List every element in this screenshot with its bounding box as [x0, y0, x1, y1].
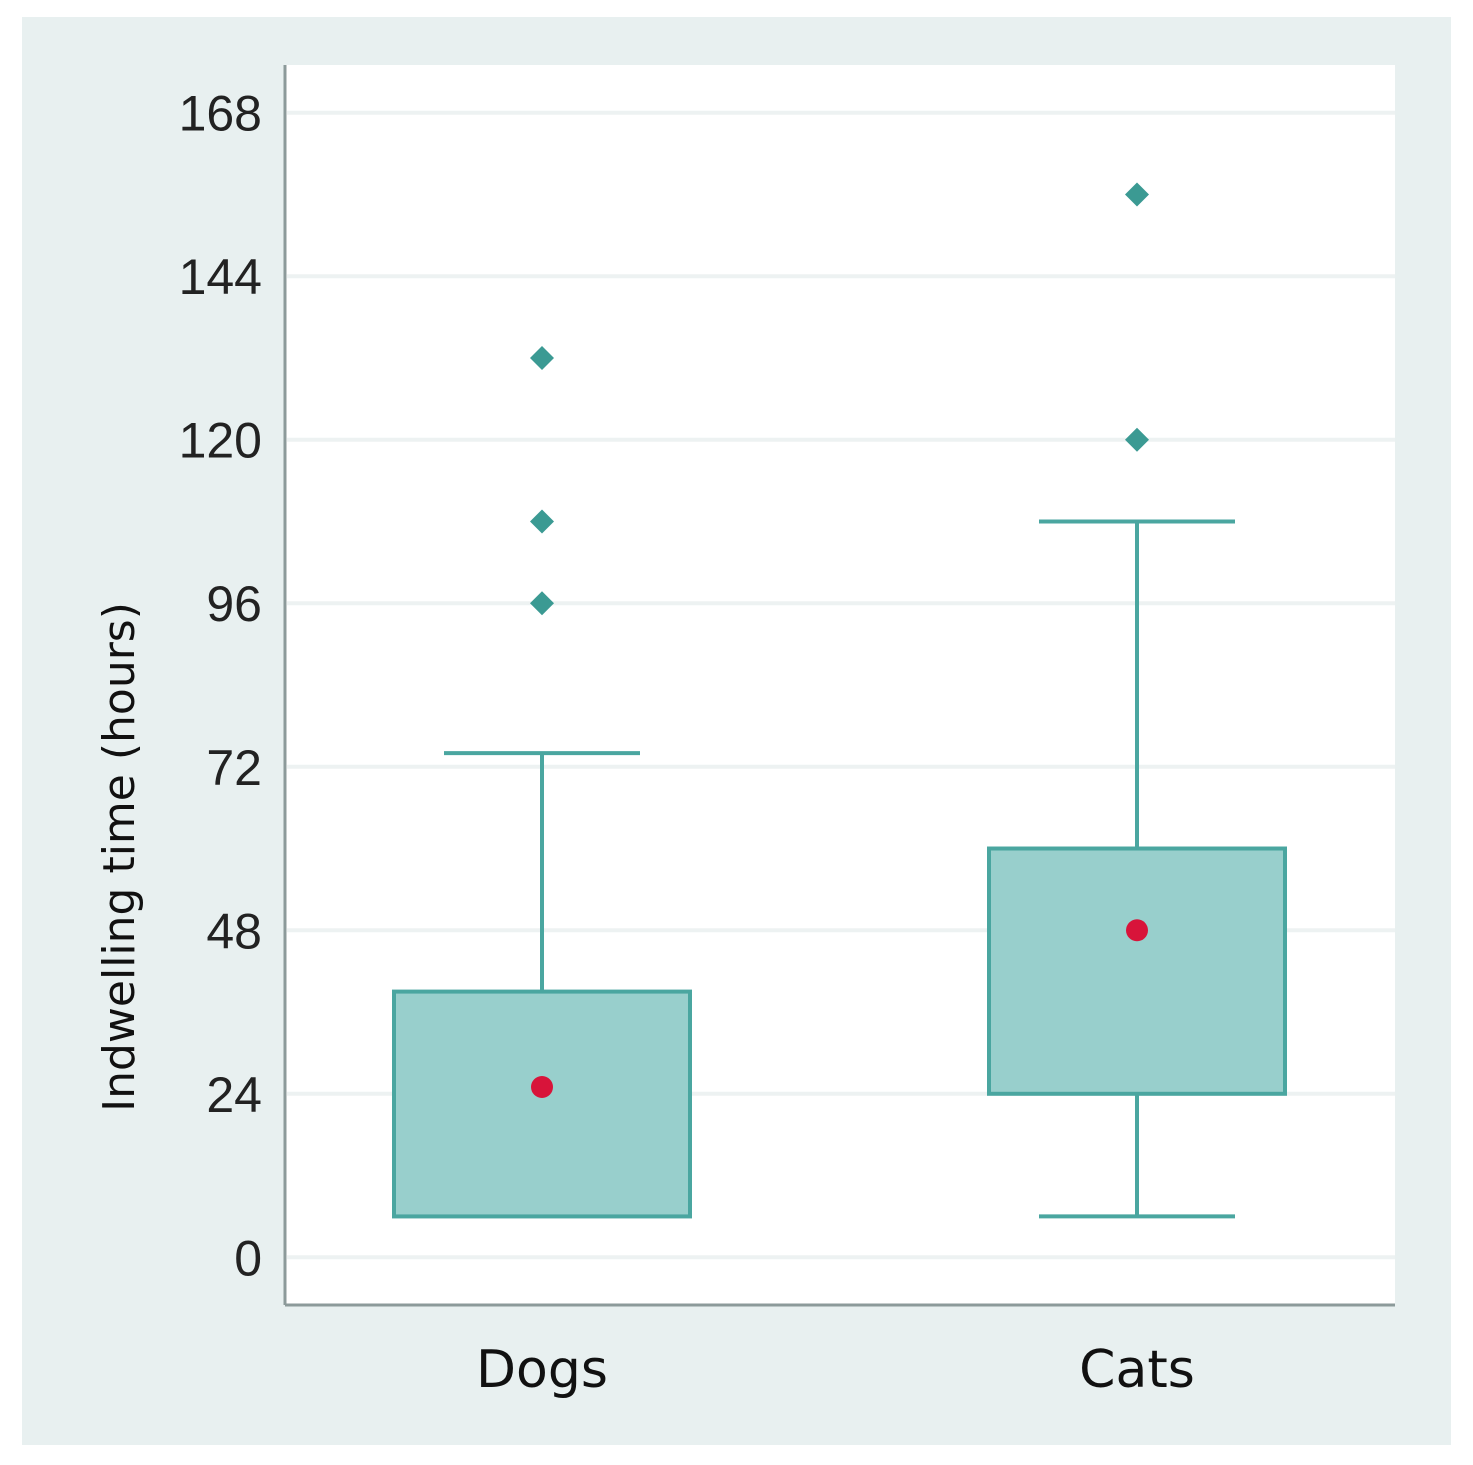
box-plot: 0 24 48 72 96 120 144 168 Dogs Cats Indwelling t…	[94, 65, 1395, 1400]
y-tick-label-96: 96	[206, 576, 262, 632]
x-category-label-dogs: Dogs	[476, 1340, 608, 1400]
outlier-dogs-0	[530, 591, 554, 616]
y-axis-title: Indwelling time (hours)	[94, 602, 145, 1112]
y-tick-labels: 0 24 48 72 96 120 144 168	[179, 86, 262, 1287]
median-marker-cats	[1126, 919, 1148, 942]
x-category-labels: Dogs Cats	[476, 1340, 1195, 1400]
chart-frame: 0 24 48 72 96 120 144 168 Dogs Cats Indwelling t…	[22, 17, 1451, 1445]
y-tick-label-168: 168	[179, 86, 262, 142]
y-tick-label-0: 0	[234, 1230, 262, 1286]
box-series	[392, 182, 1287, 1219]
y-tick-label-72: 72	[206, 740, 262, 796]
box-group-dogs	[392, 345, 692, 1219]
y-tick-label-120: 120	[179, 413, 262, 469]
iqr-box-dogs	[392, 989, 692, 1219]
outlier-dogs-2	[530, 345, 554, 370]
outlier-dogs-1	[530, 509, 554, 534]
median-marker-dogs	[531, 1075, 553, 1098]
iqr-box-cats	[987, 846, 1287, 1096]
x-category-label-cats: Cats	[1079, 1340, 1195, 1400]
outlier-cats-1	[1125, 182, 1149, 207]
y-tick-label-144: 144	[179, 249, 262, 305]
box-group-cats	[987, 182, 1287, 1219]
y-tick-label-24: 24	[206, 1067, 262, 1123]
y-tick-label-48: 48	[206, 903, 262, 959]
outlier-cats-0	[1125, 427, 1149, 452]
